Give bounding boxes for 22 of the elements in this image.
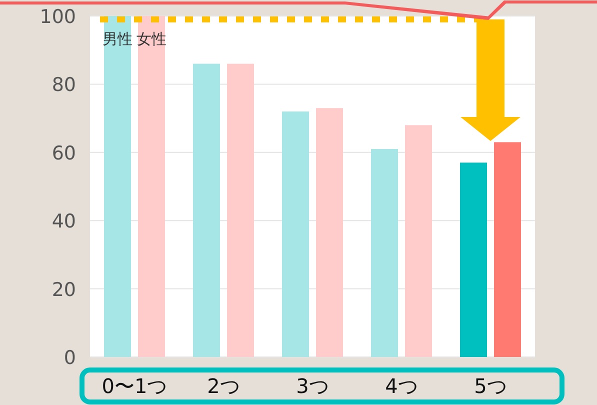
bar [104, 16, 131, 357]
x-tick-label: 0〜1つ [102, 374, 168, 398]
bar [193, 64, 220, 357]
bar [138, 16, 165, 357]
x-tick-label: 3つ [296, 374, 329, 398]
bar [405, 125, 432, 357]
bar [460, 162, 487, 357]
y-tick-label: 20 [52, 278, 76, 301]
y-tick-label: 100 [40, 6, 76, 28]
y-tick-label: 80 [52, 74, 76, 96]
y-tick-label: 40 [52, 210, 76, 233]
x-tick-label: 5つ [474, 374, 507, 398]
bar [227, 64, 254, 357]
series-label: 女性 [136, 30, 166, 48]
bar [282, 111, 309, 357]
y-tick-label: 60 [52, 142, 76, 164]
bar [371, 148, 398, 357]
x-tick-label: 4つ [385, 374, 418, 398]
x-tick-label: 2つ [207, 374, 240, 398]
bar [316, 108, 343, 357]
y-tick-label: 0 [64, 347, 76, 369]
series-label: 男性 [102, 30, 132, 48]
